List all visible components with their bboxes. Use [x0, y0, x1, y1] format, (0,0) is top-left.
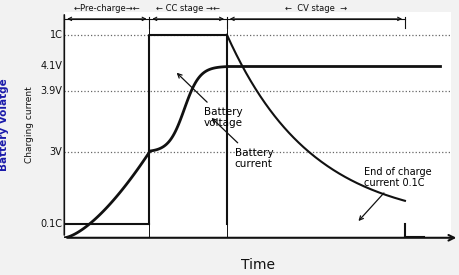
- Text: Charging current: Charging current: [25, 87, 34, 163]
- Text: ← CC stage →←: ← CC stage →←: [156, 4, 220, 13]
- Text: ←Pre-charge→←: ←Pre-charge→←: [73, 4, 140, 13]
- Text: Time: Time: [241, 258, 275, 272]
- Text: 3.9V: 3.9V: [40, 86, 62, 96]
- Text: 3V: 3V: [50, 147, 62, 157]
- Text: Battery Volatge: Battery Volatge: [0, 79, 9, 171]
- Text: 1C: 1C: [50, 30, 62, 40]
- Text: 0.1C: 0.1C: [40, 219, 62, 229]
- Text: End of charge
current 0.1C: End of charge current 0.1C: [359, 167, 432, 220]
- Text: 4.1V: 4.1V: [40, 61, 62, 71]
- Text: Battery
current: Battery current: [213, 119, 273, 169]
- Text: ←  CV stage  →: ← CV stage →: [285, 4, 347, 13]
- Text: Battery
voltage: Battery voltage: [178, 74, 243, 128]
